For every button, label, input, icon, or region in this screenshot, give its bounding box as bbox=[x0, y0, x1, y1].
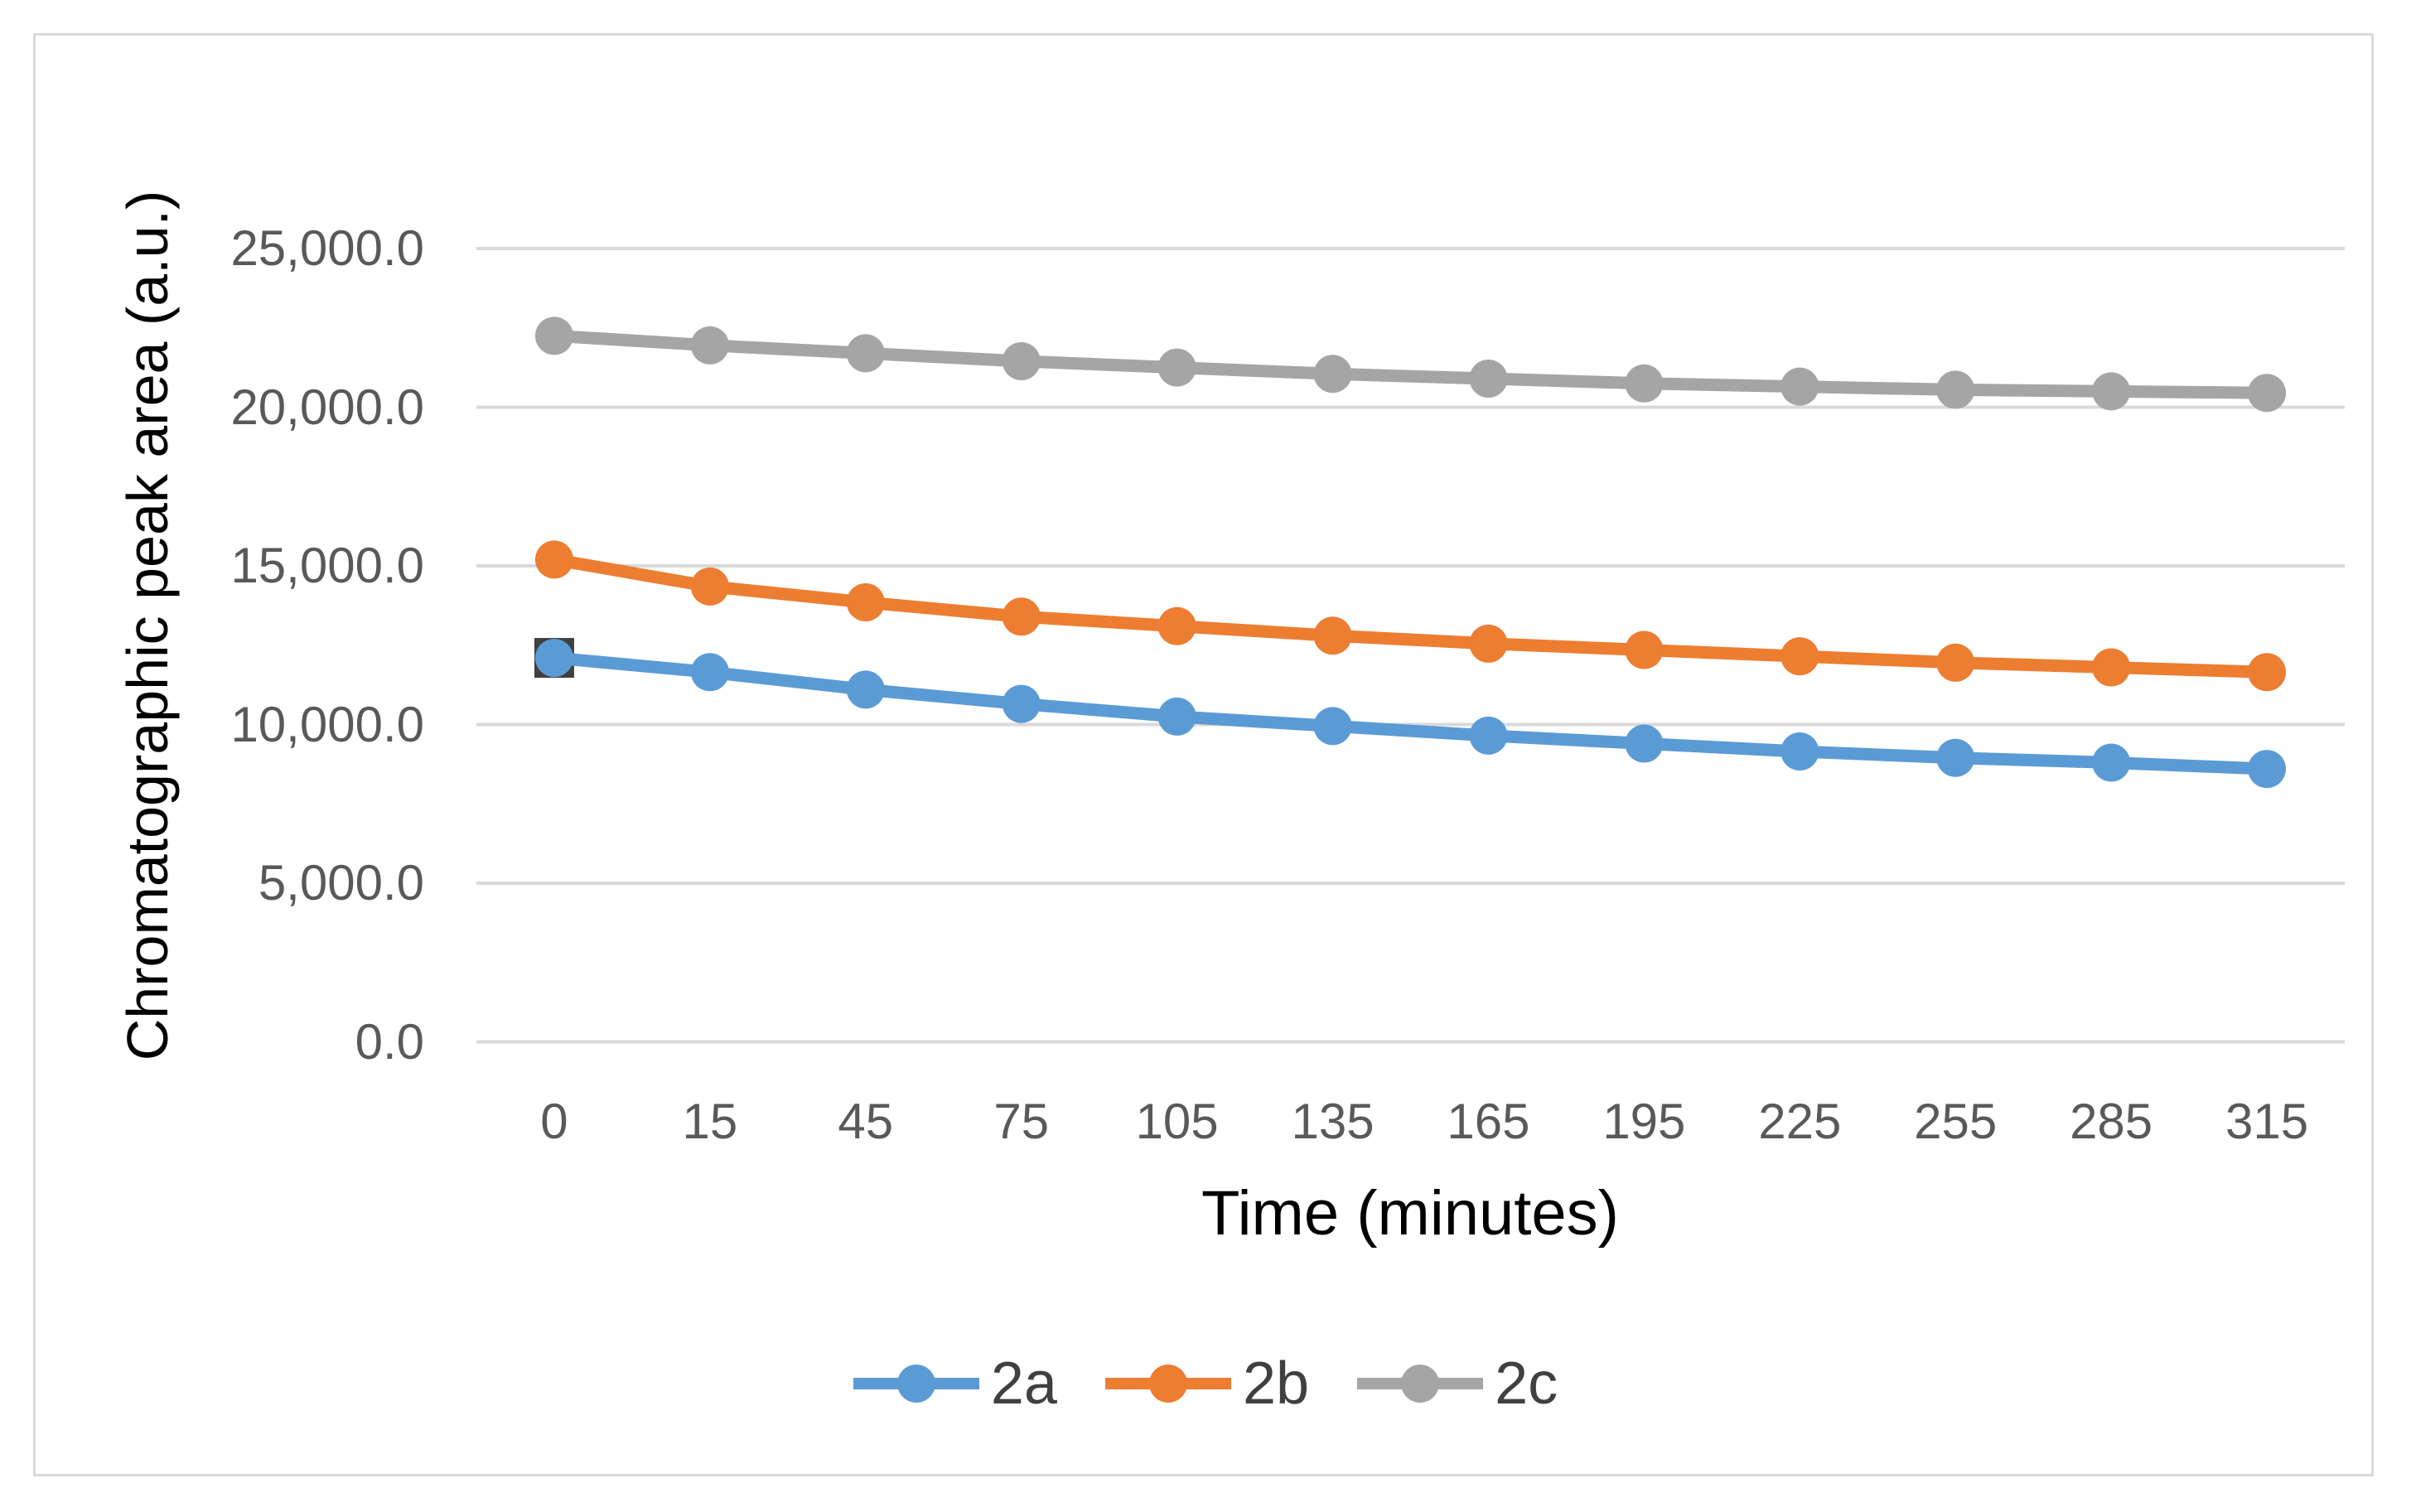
x-tick-label: 165 bbox=[1447, 1094, 1530, 1149]
x-tick-label: 15 bbox=[682, 1094, 738, 1149]
data-point-2b-0 bbox=[534, 540, 573, 579]
x-tick-label: 315 bbox=[2225, 1094, 2309, 1149]
y-tick-label: 15,000.0 bbox=[230, 538, 424, 593]
data-point-2b-165 bbox=[1469, 624, 1508, 663]
data-point-2b-45 bbox=[846, 583, 885, 622]
chart-border bbox=[33, 33, 2374, 1476]
data-point-2c-315 bbox=[2248, 374, 2287, 413]
data-point-2a-225 bbox=[1780, 732, 1819, 771]
series-line-2b bbox=[548, 553, 2273, 679]
data-point-2a-285 bbox=[2092, 743, 2131, 782]
legend-item-2a: 2a bbox=[853, 1350, 1057, 1417]
data-point-2c-105 bbox=[1157, 348, 1196, 387]
y-tick-label: 10,000.0 bbox=[230, 696, 424, 752]
data-point-2b-225 bbox=[1780, 637, 1819, 676]
data-point-2c-75 bbox=[1002, 341, 1041, 380]
legend-item-label: 2b bbox=[1242, 1350, 1310, 1417]
data-point-2c-165 bbox=[1469, 360, 1508, 399]
data-point-2a-255 bbox=[1936, 738, 1975, 777]
data-point-2a-195 bbox=[1625, 724, 1664, 763]
x-tick-label: 195 bbox=[1602, 1094, 1686, 1149]
y-tick-label: 25,000.0 bbox=[230, 220, 424, 276]
x-axis-title: Time (minutes) bbox=[1201, 1178, 1619, 1249]
data-point-2a-315 bbox=[2248, 750, 2287, 789]
data-point-2c-225 bbox=[1780, 367, 1819, 406]
x-tick-label: 45 bbox=[838, 1094, 894, 1149]
legend-item-2b: 2b bbox=[1104, 1350, 1310, 1417]
data-point-2a-45 bbox=[846, 670, 885, 709]
legend: 2a 2b 2c bbox=[0, 1350, 2411, 1417]
legend-marker-dot bbox=[896, 1365, 935, 1403]
data-point-2c-45 bbox=[846, 334, 885, 373]
data-point-2c-0 bbox=[534, 316, 573, 355]
data-point-2c-255 bbox=[1936, 370, 1975, 409]
x-tick-label: 255 bbox=[1914, 1094, 1998, 1149]
data-point-2b-15 bbox=[690, 567, 729, 606]
series-line-2a bbox=[548, 651, 2273, 775]
x-tick-label: 0 bbox=[540, 1094, 568, 1149]
data-point-2a-0 bbox=[534, 639, 573, 678]
y-tick-label: 0.0 bbox=[355, 1013, 424, 1070]
data-point-2c-195 bbox=[1625, 364, 1664, 403]
legend-item-label: 2a bbox=[990, 1350, 1057, 1417]
data-point-2b-75 bbox=[1002, 597, 1041, 636]
data-point-2b-135 bbox=[1313, 616, 1352, 655]
data-point-2a-105 bbox=[1157, 697, 1196, 736]
y-tick-label: 5,000.0 bbox=[258, 855, 424, 911]
data-point-2b-105 bbox=[1157, 606, 1196, 645]
x-tick-label: 75 bbox=[993, 1094, 1050, 1149]
x-tick-label: 225 bbox=[1758, 1094, 1842, 1149]
legend-marker bbox=[1357, 1364, 1484, 1403]
data-point-2c-135 bbox=[1313, 355, 1352, 394]
data-point-2b-195 bbox=[1625, 630, 1664, 669]
data-point-2b-315 bbox=[2248, 653, 2287, 692]
data-point-2c-285 bbox=[2092, 372, 2131, 411]
x-tick-label: 135 bbox=[1291, 1094, 1375, 1149]
legend-marker bbox=[1104, 1364, 1231, 1403]
series-line-2c bbox=[548, 329, 2273, 399]
data-point-2a-135 bbox=[1313, 707, 1352, 746]
y-tick-label: 20,000.0 bbox=[230, 379, 424, 435]
legend-marker bbox=[853, 1364, 979, 1403]
y-axis-title: Chromatographic peak area (a.u.) bbox=[115, 190, 180, 1061]
legend-marker-dot bbox=[1148, 1365, 1187, 1403]
data-point-2b-285 bbox=[2092, 648, 2131, 687]
legend-item-label: 2c bbox=[1495, 1350, 1558, 1417]
x-tick-label: 105 bbox=[1135, 1094, 1219, 1149]
data-point-2c-15 bbox=[690, 326, 729, 365]
legend-marker-dot bbox=[1401, 1365, 1440, 1403]
x-tick-label: 285 bbox=[2070, 1094, 2153, 1149]
legend-item-2c: 2c bbox=[1357, 1350, 1558, 1417]
data-point-2a-75 bbox=[1002, 684, 1041, 723]
data-point-2b-255 bbox=[1936, 643, 1975, 682]
data-point-2a-15 bbox=[690, 653, 729, 692]
data-point-2a-165 bbox=[1469, 716, 1508, 755]
